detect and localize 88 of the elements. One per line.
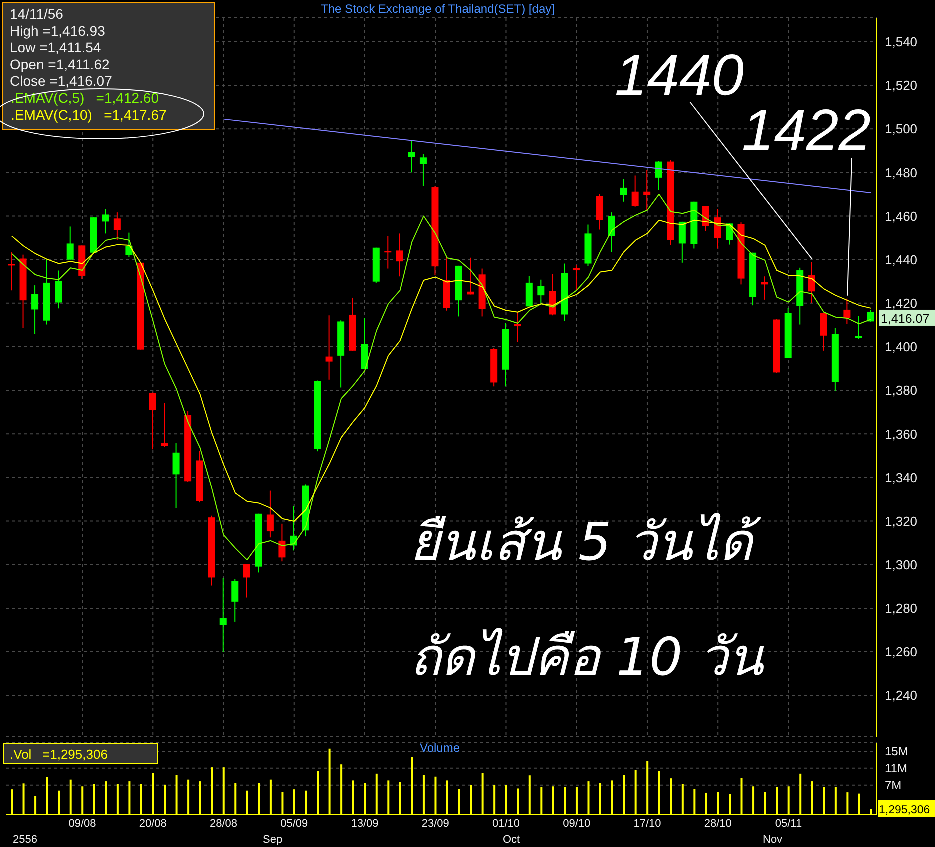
y-tick-label: 1,340 (885, 470, 918, 486)
candlestick (514, 312, 522, 343)
candlestick (855, 316, 862, 340)
candlestick (867, 310, 874, 322)
y-tick-label: 1,240 (885, 688, 918, 704)
candlestick (278, 523, 286, 562)
candlestick (149, 392, 156, 450)
candlestick (66, 226, 74, 260)
candlestick (526, 276, 533, 308)
text: Sep (263, 834, 283, 846)
y-tick-label: 1,440 (885, 252, 918, 268)
x-tick-label: 28/10 (704, 818, 732, 830)
candlestick (808, 262, 816, 304)
text: 1,416.07 (881, 312, 930, 326)
x-tick-label: 01/10 (492, 818, 520, 830)
annotation: .Vol =1,295,306 (10, 747, 108, 762)
text: .EMAV(C,10) =1,417.67 (11, 106, 167, 123)
candlestick (161, 402, 168, 448)
candlestick (243, 564, 250, 598)
x-tick-label: 17/10 (634, 818, 662, 830)
candlestick (538, 279, 545, 304)
y-tick-label: 15M (885, 744, 908, 759)
candlestick (396, 233, 404, 278)
candlestick (172, 443, 180, 509)
y-tick-label: 1,320 (885, 514, 918, 529)
x-tick-label: 13/09 (351, 818, 379, 830)
candlestick (620, 178, 628, 202)
candlestick (408, 140, 416, 174)
y-tick-label: 1,360 (885, 426, 918, 442)
chart-title: The Stock Exchange of Thailand(SET) [day] (321, 2, 555, 16)
y-tick-label: 1,300 (885, 557, 918, 572)
x-tick-label: 05/09 (280, 818, 308, 830)
candlestick (549, 274, 556, 316)
y-tick-label: 1,260 (885, 644, 918, 660)
y-tick-label: 1,400 (885, 340, 918, 355)
candlestick (678, 221, 686, 264)
candlestick (714, 208, 722, 250)
y-tick-label: 1,540 (885, 34, 918, 50)
y-tick-label: 1,460 (885, 208, 918, 224)
candlestick (32, 285, 39, 335)
y-tick-label: 1,500 (885, 122, 918, 137)
annotation: High =1,416.93 (10, 22, 106, 39)
chart-title: Volume (420, 741, 460, 755)
candlestick (384, 236, 392, 270)
candlestick (55, 270, 62, 310)
y-tick-label: 1,280 (885, 601, 918, 616)
annotation: 1422 (742, 98, 872, 163)
candlestick (420, 154, 427, 187)
annotation: Low =1,411.54 (10, 40, 102, 56)
x-tick-label: 09/10 (563, 818, 591, 830)
y-tick-label: 11M (885, 762, 908, 776)
annotation: 14/11/56 (10, 6, 64, 22)
candlestick (114, 212, 121, 241)
candlestick (644, 170, 651, 211)
x-tick-label: 20/08 (139, 818, 167, 830)
candlestick (8, 252, 15, 292)
candlestick (326, 315, 333, 380)
x-tick-label: 05/11 (775, 818, 802, 830)
candlestick (232, 578, 239, 622)
x-tick-label: 23/09 (422, 818, 450, 830)
annotation: Close =1,416.07 (10, 73, 113, 90)
annotation: ยืนเส้น 5 วันได้ (410, 513, 762, 573)
line-series (11, 194, 872, 561)
text: 2556 (13, 834, 38, 846)
annotation: ถัดไปคือ 10 วัน (410, 628, 766, 688)
candlestick (655, 160, 662, 191)
y-tick-label: 1,520 (885, 78, 918, 94)
candlestick (220, 578, 227, 653)
x-tick-label: 09/08 (68, 818, 96, 830)
y-tick-label: 1,480 (885, 165, 918, 180)
text: .EMAV(C,5) =1,412.60 (11, 90, 160, 106)
text: Oct (503, 834, 520, 846)
annotation: Open =1,411.62 (10, 56, 110, 72)
candlestick (820, 312, 828, 352)
candlestick (126, 232, 133, 258)
candlestick (102, 208, 110, 234)
text: 1,295,306 (879, 804, 930, 816)
y-tick-label: 1,380 (885, 383, 918, 398)
y-tick-label: 1,420 (885, 296, 918, 312)
candlestick (844, 298, 851, 325)
annotation: 1440 (615, 43, 744, 108)
x-tick-label: 28/08 (210, 818, 238, 830)
candlestick (266, 490, 274, 538)
candlestick (572, 265, 580, 292)
candlestick (608, 212, 616, 253)
text: Nov (763, 834, 784, 846)
candlestick (632, 175, 639, 208)
y-tick-label: 7M (885, 778, 902, 793)
